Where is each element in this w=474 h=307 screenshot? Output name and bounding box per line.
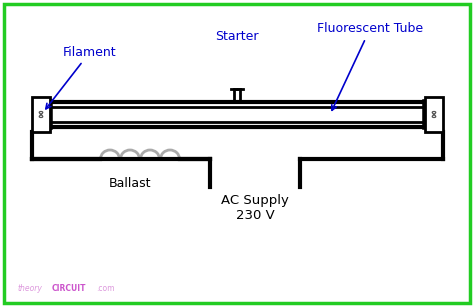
Text: theory: theory (18, 284, 43, 293)
Text: Fluorescent Tube: Fluorescent Tube (317, 22, 423, 110)
Text: AC Supply: AC Supply (221, 194, 289, 207)
Bar (425, 97, 443, 132)
Bar (32, 97, 50, 132)
Text: Filament: Filament (46, 45, 117, 109)
Text: .com: .com (96, 284, 115, 293)
Text: Ballast: Ballast (109, 177, 151, 190)
Text: 230 V: 230 V (236, 209, 274, 222)
Text: CIRCUIT: CIRCUIT (52, 284, 86, 293)
Text: Starter: Starter (215, 30, 259, 44)
